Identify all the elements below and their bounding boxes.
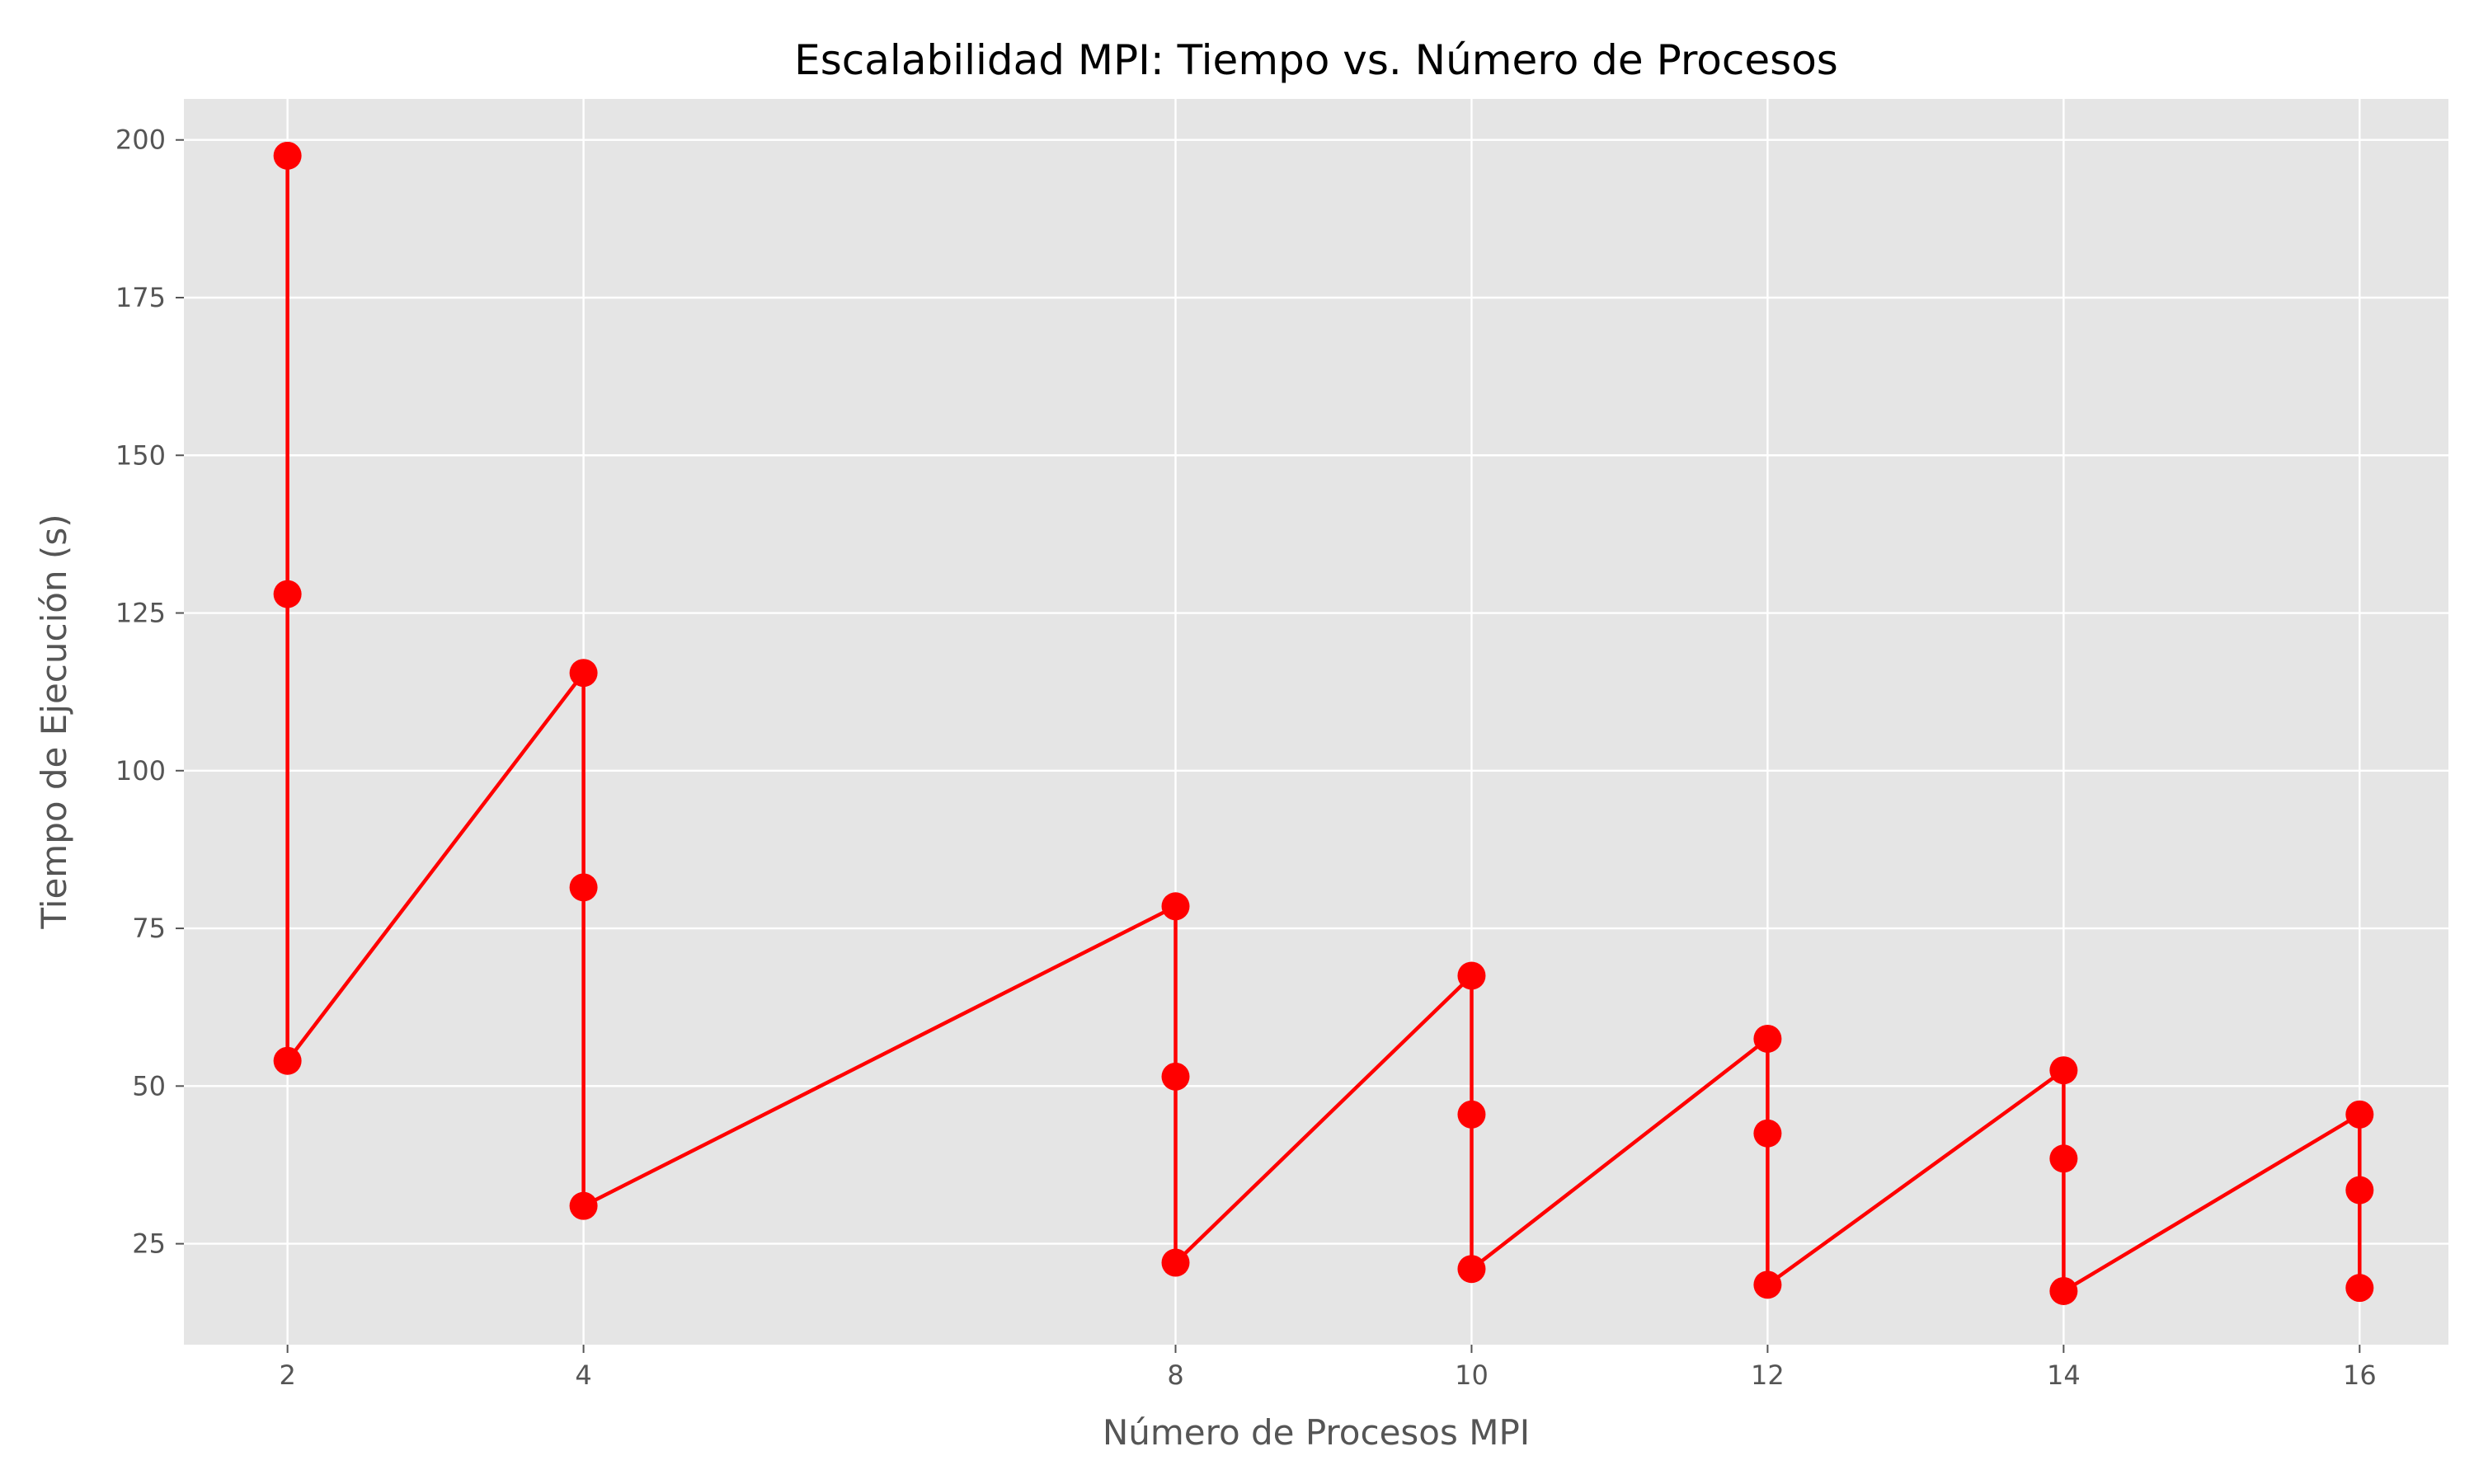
y-axis-label: Tiempo de Ejecución (s) (34, 514, 74, 929)
data-point (1161, 892, 1190, 921)
series (273, 141, 2374, 1305)
y-tick-label: 25 (132, 1228, 166, 1260)
data-point (1161, 1062, 1190, 1091)
x-tick-label: 4 (575, 1360, 591, 1391)
data-point (1457, 961, 1486, 990)
data-point (273, 580, 302, 608)
data-point (2049, 1144, 2078, 1173)
y-tick-label: 100 (115, 755, 166, 787)
data-point (1457, 1255, 1486, 1284)
x-tick-label: 12 (1751, 1360, 1785, 1391)
y-tick-label: 200 (115, 124, 166, 156)
data-point (2345, 1100, 2374, 1129)
data-point (2345, 1274, 2374, 1303)
data-point (569, 659, 598, 688)
data-point (1457, 1100, 1486, 1129)
y-tick-label: 150 (115, 439, 166, 471)
data-point (569, 873, 598, 902)
data-point (2345, 1176, 2374, 1205)
x-tick-label: 8 (1167, 1360, 1183, 1391)
y-tick-label: 50 (132, 1070, 166, 1101)
data-point (1753, 1119, 1782, 1148)
plot-area (184, 99, 2448, 1345)
data-point (569, 1191, 598, 1220)
data-point (1753, 1024, 1782, 1053)
data-point (273, 1046, 302, 1075)
x-tick-label: 10 (1455, 1360, 1489, 1391)
x-tick-label: 2 (279, 1360, 295, 1391)
data-point (2049, 1276, 2078, 1305)
x-tick-label: 16 (2343, 1360, 2377, 1391)
y-tick-label: 75 (132, 913, 166, 944)
y-tick-label: 125 (115, 598, 166, 629)
ticks: 2 4 8 10 12 14 16 25 50 75 100 125 150 175 200 (115, 124, 2377, 1391)
chart-title: Escalabilidad MPI: Tiempo vs. Número de … (794, 36, 1838, 84)
data-point (1161, 1248, 1190, 1277)
x-axis-label: Número de Procesos MPI (1103, 1412, 1530, 1453)
y-tick-label: 175 (115, 282, 166, 313)
data-point (2049, 1056, 2078, 1085)
data-point (1753, 1270, 1782, 1299)
x-tick-label: 14 (2047, 1360, 2081, 1391)
grid (184, 99, 2448, 1345)
data-point (273, 141, 302, 170)
